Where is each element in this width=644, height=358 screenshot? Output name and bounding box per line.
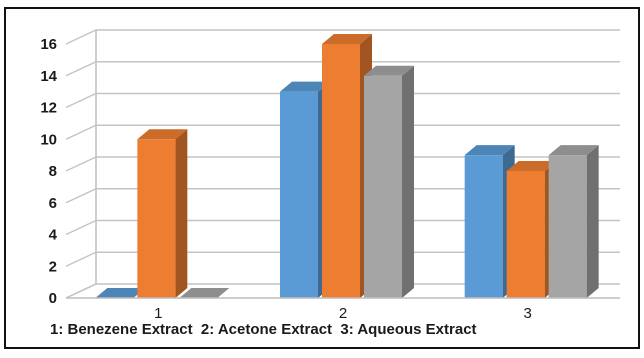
bar-front [322, 44, 360, 298]
bar [548, 145, 599, 298]
y-tick-label: 8 [49, 163, 57, 180]
x-tick-label: 2 [339, 305, 347, 322]
bar-front [280, 91, 318, 298]
bar-top [548, 145, 599, 156]
bar-top [506, 161, 557, 171]
gridline [65, 188, 620, 204]
bar [364, 65, 414, 298]
y-tick-label: 4 [49, 227, 58, 244]
bar-top [280, 81, 330, 92]
bar-side [586, 145, 599, 298]
y-tick-label: 2 [49, 258, 57, 275]
gridline [65, 29, 620, 45]
gridline [65, 61, 620, 77]
bar-front [464, 155, 503, 298]
bar-top [95, 288, 146, 298]
bar-front [364, 75, 402, 298]
bar-front [548, 155, 587, 298]
bar-top [464, 145, 515, 156]
bar-side [402, 65, 414, 298]
y-tick-label: 6 [49, 195, 57, 212]
category-footnote: 1: Benezene Extract 2: Acetone Extract 3… [50, 321, 477, 338]
y-tick-label: 10 [40, 131, 57, 148]
y-tick-label: 16 [40, 36, 57, 53]
bar-front [137, 139, 176, 298]
bar-top [364, 65, 414, 76]
gridline [65, 156, 620, 172]
bar [179, 288, 230, 298]
x-axis: 1 2 3 [66, 297, 620, 322]
gridlines [65, 29, 620, 299]
y-tick-label: 12 [40, 100, 57, 117]
bar-front [506, 171, 545, 298]
y-tick-label: 14 [40, 68, 57, 85]
gridline [65, 251, 620, 267]
y-tick-label: 0 [49, 290, 57, 307]
y-axis: 0 2 4 6 8 10 12 14 16 [40, 36, 57, 307]
bar-side [175, 129, 188, 298]
gridline [65, 219, 620, 236]
x-tick-label: 3 [523, 305, 531, 322]
gridline [65, 124, 620, 140]
bar [95, 288, 146, 298]
bars [95, 34, 599, 298]
bar-top [137, 129, 188, 140]
bar-top [179, 288, 230, 298]
bar-top [322, 34, 372, 44]
gridline [65, 92, 620, 109]
bar [137, 129, 188, 298]
gridline [65, 283, 620, 299]
x-tick-label: 1 [154, 305, 162, 322]
